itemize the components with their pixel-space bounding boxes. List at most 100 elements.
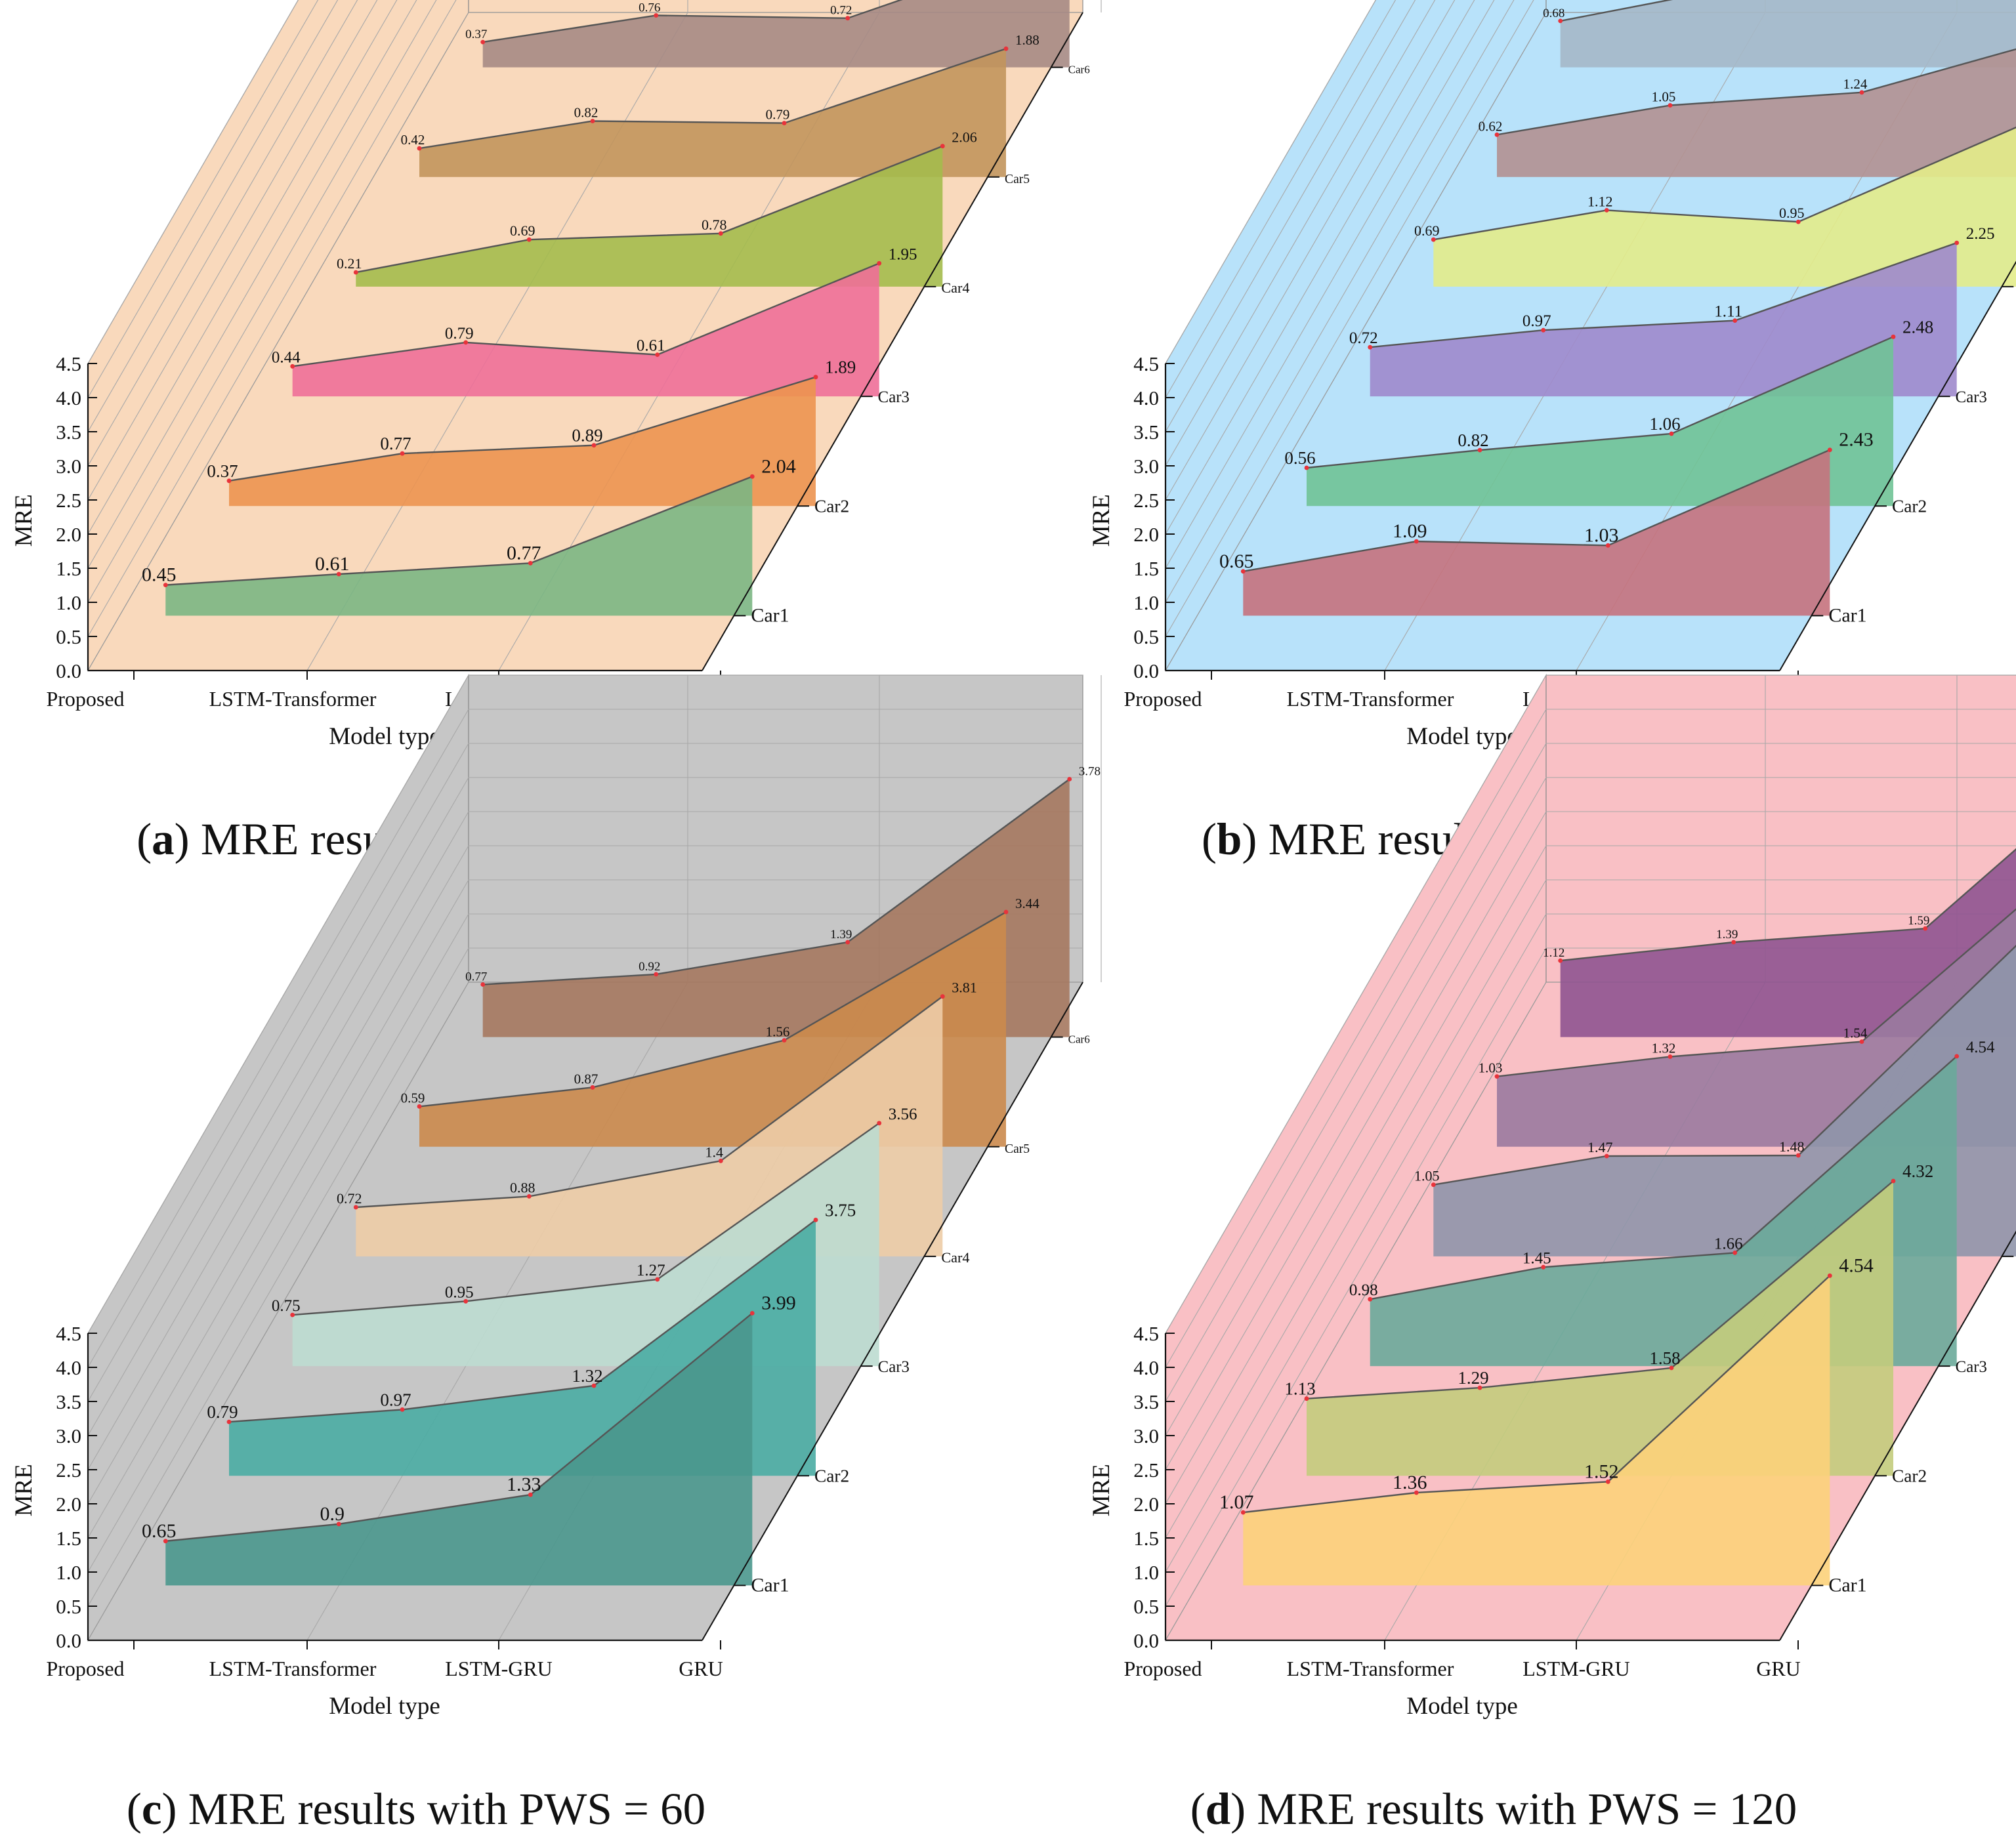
data-label: 3.99 [761,1293,796,1314]
panel-letter: a [152,814,175,864]
data-point [1541,327,1546,333]
area-car1 [165,1313,753,1586]
gridline [87,0,319,398]
y-tick-label: 2.0 [1133,1493,1159,1516]
data-label: 0.37 [207,461,238,481]
panel-letter: c [142,1784,162,1834]
x-axis-label: Model type [329,723,440,750]
y-tick-label: 4.5 [56,1322,81,1345]
data-label: 0.37 [465,28,487,41]
gridline [1165,0,1416,432]
panel-caption: (c) MRE results with PWS = 60 [127,1784,705,1834]
data-point [1732,1251,1738,1255]
data-label: 2.25 [1966,225,1995,243]
data-point [1731,940,1736,945]
data-point [1414,539,1419,544]
data-label: 1.33 [507,1474,541,1495]
data-label: 1.39 [1716,928,1738,942]
x-axis-label: Model type [1406,723,1518,750]
y-tick-label: 0.0 [56,659,81,682]
gridline [87,0,398,535]
data-label: 0.61 [637,337,665,355]
data-label: 1.66 [1714,1235,1743,1253]
line-car4 [356,995,944,1209]
data-label: 1.09 [1393,520,1427,542]
data-label: 0.92 [639,960,660,974]
y-tick-label: 3.5 [56,1390,81,1413]
line-car3 [292,1122,880,1316]
data-label: 0.75 [272,1297,301,1315]
area-car2 [229,377,816,507]
line-car1 [165,476,753,586]
area-car5 [419,49,1006,177]
z-tick-label: Car6 [1068,1033,1090,1046]
y-tick-label: 3.0 [56,455,81,478]
data-point [940,994,945,999]
line-car5 [1496,48,2016,136]
data-point [163,583,168,587]
data-point [749,474,755,479]
caption-paren: ( [127,1784,142,1834]
y-tick-label: 4.0 [1133,1356,1159,1379]
y-tick-label: 2.0 [1133,523,1159,546]
x-tick-label: LSTM-Transformer [1287,687,1454,711]
data-point [463,340,469,345]
data-label: 1.12 [1543,946,1564,960]
data-label: 2.48 [1902,317,1933,337]
data-point [1605,543,1610,548]
y-axis-label: MRE [1088,494,1115,547]
area-car2 [1307,337,1893,507]
gridline [1165,674,2016,1334]
data-label: 1.07 [1219,1491,1254,1513]
data-point [1240,569,1246,574]
data-point [1859,1039,1864,1044]
data-point [336,1522,341,1527]
data-point [400,1407,405,1412]
data-label: 4.32 [1902,1161,1933,1181]
data-point [290,1312,295,1317]
y-axis-label: MRE [1088,1464,1115,1516]
data-label: 1.05 [1414,1168,1440,1184]
data-label: 1.89 [825,358,856,377]
data-point [718,1158,723,1163]
data-point [1477,447,1482,453]
data-label: 2.06 [952,129,977,146]
area-car1 [165,476,753,616]
data-label: 0.89 [572,426,602,446]
data-label: 1.12 [1587,193,1613,209]
y-tick-label: 3.5 [1133,421,1159,444]
y-tick-label: 2.5 [56,1459,81,1482]
z-tick-label: Car2 [814,1466,849,1485]
y-tick-label: 4.5 [1133,352,1159,375]
data-point [1732,318,1738,323]
y-tick-label: 0.0 [56,1629,81,1652]
data-label: 0.79 [207,1402,238,1422]
data-point [1431,237,1436,242]
caption-paren: ( [1190,1784,1206,1834]
data-label: 0.69 [510,222,536,239]
gridline [87,0,378,501]
y-tick-label: 3.5 [56,421,81,444]
y-tick-label: 1.0 [1133,1561,1159,1584]
y-axis-label: MRE [10,1464,37,1516]
data-point [845,16,850,21]
data-label: 3.75 [825,1200,856,1220]
data-point [1891,334,1896,339]
data-point [845,940,850,945]
data-label: 1.27 [637,1262,665,1279]
data-label: 1.58 [1649,1348,1680,1368]
data-label: 0.95 [445,1283,474,1301]
panel-letter: d [1206,1784,1230,1834]
data-point [654,972,659,977]
data-point [1796,219,1801,224]
y-tick-label: 1.5 [1133,557,1159,580]
data-point [655,352,660,357]
area-car5 [1497,49,2016,177]
data-point [526,237,532,242]
y-tick-label: 0.0 [1133,659,1159,682]
line-car4 [1433,126,2016,241]
x-tick-label: Proposed [1124,687,1202,711]
data-label: 0.59 [401,1090,425,1106]
gridline [1165,0,1456,501]
caption-paren: ( [1202,814,1217,864]
